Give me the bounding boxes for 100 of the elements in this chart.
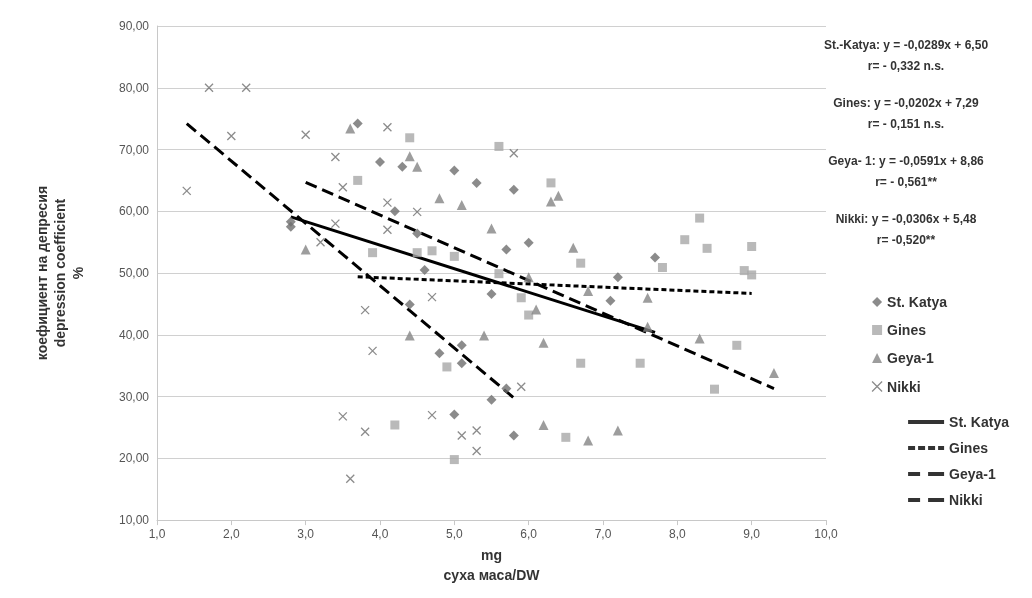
point — [486, 223, 497, 234]
point — [501, 383, 512, 394]
point — [352, 118, 363, 129]
point — [241, 83, 251, 93]
point — [456, 200, 467, 211]
annotation: St.-Katya: y = -0,0289x + 6,50 r= - 0,332 n.s. — [823, 37, 989, 73]
point — [434, 193, 445, 204]
point — [405, 133, 415, 143]
point — [412, 207, 422, 217]
point — [694, 333, 705, 344]
y-axis-title: коефициент на депресия depression coefficient % — [34, 185, 86, 361]
x-tick-label: 4,0 — [371, 527, 389, 542]
point — [710, 384, 719, 394]
point — [382, 122, 393, 132]
point — [702, 243, 712, 253]
point — [583, 285, 594, 296]
point — [516, 382, 526, 392]
point — [768, 368, 779, 379]
point — [538, 419, 549, 430]
point — [427, 410, 437, 420]
y-tick-label: 10,00 — [118, 513, 150, 528]
point — [568, 242, 579, 253]
point — [546, 178, 556, 188]
point — [301, 130, 311, 140]
point — [576, 258, 586, 268]
point — [330, 152, 341, 162]
point — [382, 197, 393, 208]
point — [367, 346, 378, 356]
x-tick-label: 10,0 — [814, 527, 838, 542]
point — [456, 340, 467, 351]
point — [389, 206, 400, 217]
point — [353, 175, 363, 185]
y-tick-label: 50,00 — [118, 266, 150, 281]
point — [412, 228, 423, 239]
point — [561, 432, 571, 442]
point — [456, 358, 467, 369]
legend-label: Gines — [887, 322, 927, 338]
legend-label: Geya-1 — [949, 466, 996, 482]
y-tick-label: 80,00 — [118, 80, 150, 95]
point — [479, 330, 490, 341]
point — [338, 411, 348, 421]
legend-label: St. Katya — [949, 414, 1010, 430]
point — [330, 218, 341, 229]
x-tick-label: 6,0 — [520, 527, 538, 542]
point — [404, 151, 415, 162]
point — [419, 264, 430, 275]
text: Gines: y = -0,0202x + 7,29 r= - 0,151 n.s. — [833, 95, 980, 131]
y-tick-label: 90,00 — [118, 19, 150, 33]
point — [732, 340, 742, 350]
point — [583, 435, 594, 446]
point — [360, 305, 370, 315]
point — [427, 246, 437, 256]
point — [642, 321, 653, 332]
point — [345, 123, 356, 134]
point — [412, 161, 423, 172]
point — [285, 216, 296, 227]
point — [635, 358, 645, 368]
legend-label: Gines — [949, 440, 989, 456]
text: Nikki: y = -0,0306x + 5,48 r= -0,520** — [835, 211, 977, 247]
point — [315, 237, 326, 247]
x-axis-title: mg суха маса/DW — [443, 547, 541, 583]
point — [300, 244, 311, 255]
point — [449, 455, 459, 465]
point — [434, 348, 445, 359]
point — [657, 262, 667, 272]
point — [449, 409, 460, 420]
point — [338, 182, 348, 192]
legend-label: St. Katya — [887, 294, 948, 310]
point — [368, 248, 378, 258]
legend-label: Nikki — [887, 378, 921, 395]
y-tick-label: 60,00 — [118, 204, 150, 219]
point — [457, 430, 467, 441]
point — [412, 248, 422, 258]
point — [404, 299, 415, 310]
x-tick-label: 8,0 — [668, 527, 686, 542]
y-tick-label: 40,00 — [118, 327, 150, 342]
point — [471, 446, 482, 456]
y-tick-label: 30,00 — [118, 389, 150, 404]
point — [360, 427, 370, 437]
point — [182, 186, 192, 196]
point — [427, 292, 437, 302]
point — [494, 269, 504, 279]
x-tick-label: 2,0 — [222, 527, 240, 542]
legend-label: Geya-1 — [887, 350, 934, 366]
point — [449, 165, 460, 176]
point — [204, 83, 214, 93]
point — [695, 213, 705, 223]
point — [523, 272, 534, 283]
point — [523, 237, 534, 248]
point — [442, 362, 452, 372]
point — [576, 358, 586, 368]
point — [538, 337, 549, 348]
point — [612, 425, 623, 436]
legend-label: Nikki — [949, 492, 983, 508]
point — [397, 161, 408, 172]
point — [486, 289, 497, 300]
x-tick-label: 3,0 — [297, 527, 315, 542]
point — [747, 241, 757, 251]
x-tick-label: 5,0 — [445, 527, 463, 542]
point — [642, 292, 653, 303]
